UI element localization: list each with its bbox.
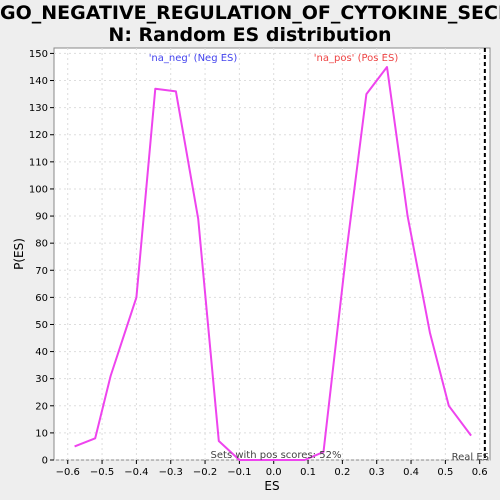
y-tick-label: 0 [42, 456, 48, 467]
neg-es-annotation: 'na_neg' (Neg ES) [149, 53, 238, 64]
y-tick-label: 60 [35, 293, 48, 304]
x-tick-label: 0.6 [472, 467, 488, 478]
pos-scores-annotation: Sets with pos scores: 52% [211, 450, 342, 461]
y-tick-label: 10 [35, 428, 48, 439]
x-tick-label: −0.2 [193, 467, 217, 478]
x-axis: −0.6 −0.5 −0.4 −0.3 −0.2 −0.1 0.0 0.1 0.2 0.3 0.4 0… [56, 460, 488, 478]
x-tick-label: 0.1 [300, 467, 316, 478]
y-axis-label: P(ES) [12, 238, 26, 270]
x-tick-label: 0.5 [437, 467, 453, 478]
x-tick-label: −0.4 [124, 467, 148, 478]
y-tick-label: 40 [35, 347, 48, 358]
y-tick-label: 50 [35, 320, 48, 331]
x-tick-label: −0.1 [227, 467, 251, 478]
y-tick-label: 120 [29, 130, 48, 141]
x-tick-label: 0.0 [266, 467, 282, 478]
x-tick-label: 0.3 [369, 467, 385, 478]
real-es-label: Real ES [452, 452, 489, 463]
x-axis-label: ES [264, 479, 279, 493]
pos-es-annotation: 'na_pos' (Pos ES) [314, 53, 399, 64]
x-tick-label: −0.3 [159, 467, 183, 478]
y-tick-label: 90 [35, 212, 48, 223]
y-tick-label: 150 [29, 49, 48, 60]
y-tick-label: 110 [29, 157, 48, 168]
y-tick-label: 130 [29, 103, 48, 114]
y-tick-label: 70 [35, 266, 48, 277]
plot-area [54, 48, 490, 460]
x-tick-label: −0.5 [90, 467, 114, 478]
y-tick-label: 140 [29, 76, 48, 87]
y-tick-label: 20 [35, 401, 48, 412]
x-tick-label: −0.6 [56, 467, 80, 478]
y-tick-label: 80 [35, 239, 48, 250]
y-axis: 0 10 20 30 40 50 60 70 80 90 100 110 120 130 140 150 [29, 49, 54, 467]
y-tick-label: 100 [29, 184, 48, 195]
x-tick-label: 0.4 [403, 467, 419, 478]
x-tick-label: 0.2 [334, 467, 350, 478]
y-tick-label: 30 [35, 374, 48, 385]
